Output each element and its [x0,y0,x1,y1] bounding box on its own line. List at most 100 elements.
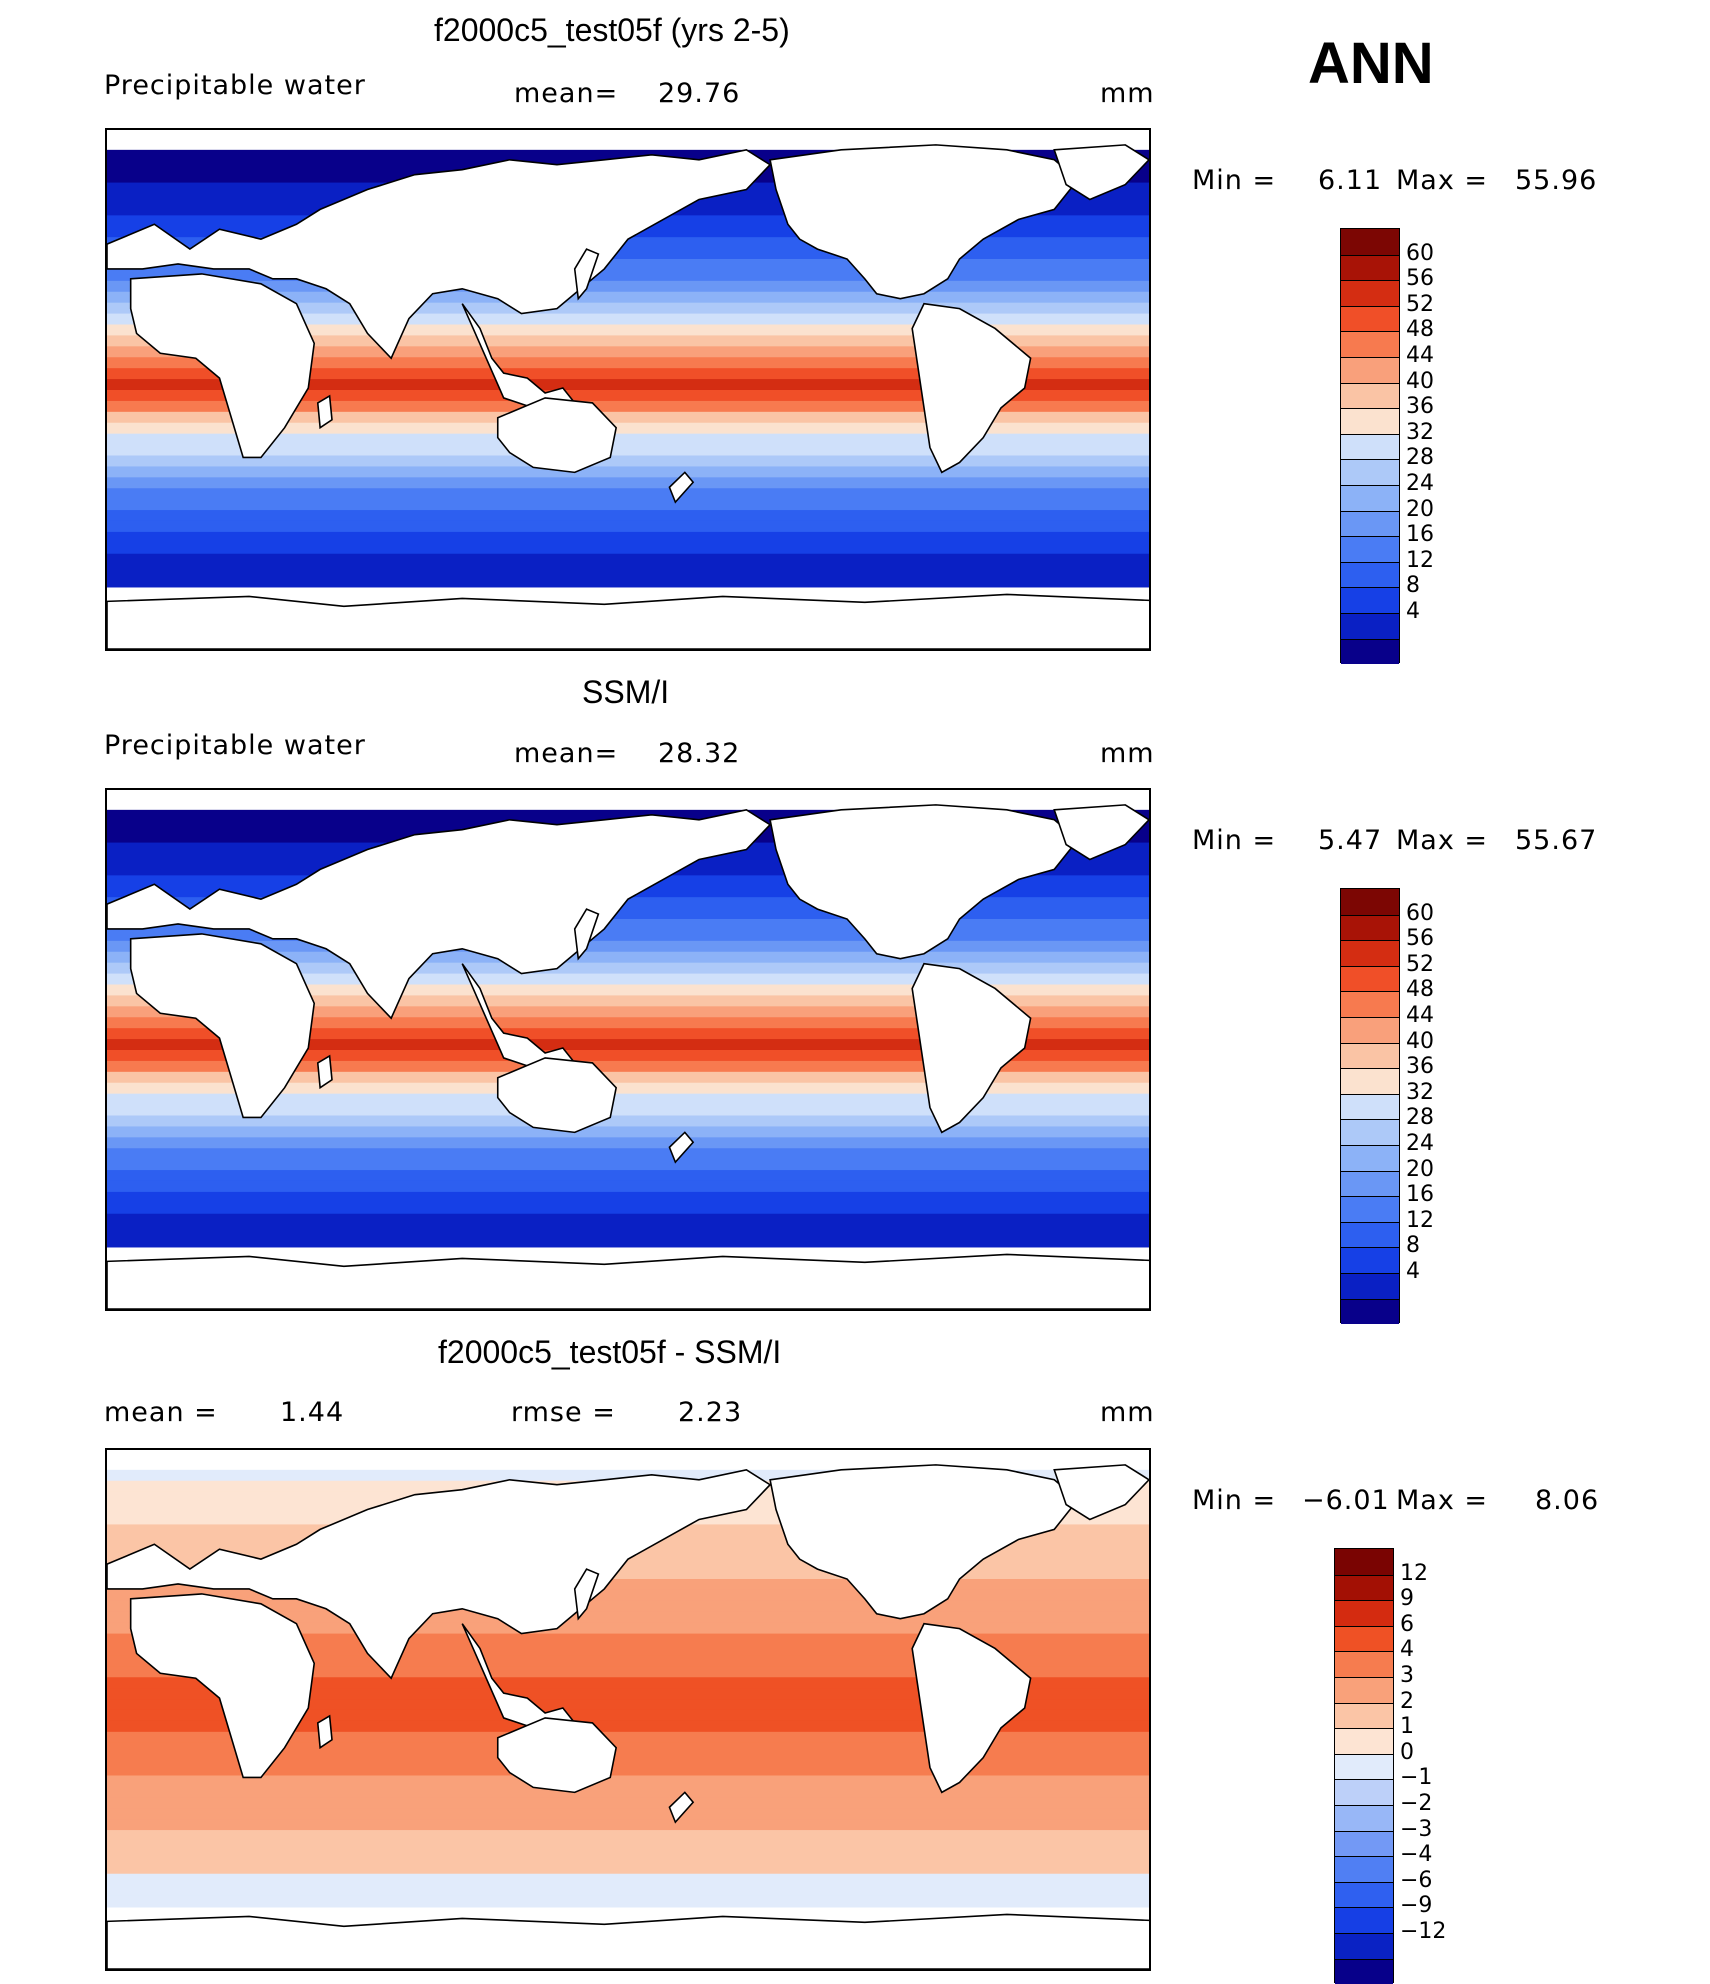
variable-label: Precipitable water [104,730,366,761]
continents [107,1465,1149,1969]
colorbar-cell [1341,485,1399,511]
field-band [107,951,1149,964]
field-band [107,1753,1149,1766]
colorbar-cell [1341,229,1399,255]
colorbar-cell [1341,1298,1399,1325]
field-band [107,324,1149,337]
field-band [107,897,1149,910]
coastline [1054,805,1149,860]
colorbar-tick-label: 20 [1406,496,1434,522]
colorbar-tick-label: 8 [1406,1233,1420,1259]
field-band [107,1093,1149,1106]
colorbar-box [1340,888,1400,1325]
field-band [107,995,1149,1008]
colorbar-tick-label: 52 [1406,951,1434,977]
field-band [107,553,1149,566]
colorbar-tick-label: −9 [1400,1893,1433,1919]
map-panel-model [105,128,1151,651]
field-band [107,1017,1149,1030]
coastline [107,594,1149,649]
colorbar-tick-label: 52 [1406,291,1434,317]
colorbar-cell [1341,459,1399,485]
field-band [107,962,1149,975]
field-band [107,1797,1149,1810]
colorbar-box [1340,228,1400,665]
field-band [107,1557,1149,1570]
colorbar-cell [1341,382,1399,409]
continents [107,145,1149,649]
coastline [107,1470,770,1678]
colorbar-tick-label: 0 [1400,1739,1414,1765]
field-band [107,1764,1149,1777]
colorbar-tick-label: 20 [1406,1156,1434,1182]
max-label: Max = [1396,1485,1489,1516]
field-band [107,477,1149,490]
coastline [107,1914,1149,1969]
panel-title: SSM/I [582,674,670,710]
field-band [107,1028,1149,1041]
colorbar-tick-label: −6 [1400,1867,1433,1893]
field-band [107,809,1149,822]
coastline [770,145,1078,299]
colorbar-cell [1341,254,1399,281]
field-band [107,411,1149,424]
colorbar-cell [1335,1651,1393,1677]
panel-title: f2000c5_test05f - SSM/I [438,1334,782,1370]
coastline [131,934,315,1118]
field-band [107,269,1149,282]
coastline [498,398,616,472]
colorbar-cell [1341,1221,1399,1248]
colorbar-tick-label: −4 [1400,1842,1433,1868]
field-band [107,444,1149,457]
colorbar-tick-label: 36 [1406,394,1434,420]
field-band [107,1469,1149,1482]
coastline [1054,145,1149,200]
map-panel-difference [105,1448,1151,1971]
colorbar-tick-label: −1 [1400,1765,1433,1791]
coastline [669,472,693,502]
field-band [107,1049,1149,1062]
colorbar-cell [1341,1068,1399,1094]
colorbar-tick-label: 28 [1406,445,1434,471]
colorbar-cell [1335,1600,1393,1626]
colorbar-tick-label: −3 [1400,1816,1433,1842]
colorbar-tick-label: 12 [1406,1207,1434,1233]
colorbar-cell [1341,613,1399,639]
map-panel-observations [105,788,1151,1311]
field-band [107,400,1149,413]
min-value: 6.11 [1318,165,1383,196]
colorbar-cell [1341,433,1399,460]
mean-value: 28.32 [658,738,741,769]
min-value: 5.47 [1318,825,1383,856]
colorbar-cell [1341,1273,1399,1299]
colorbar-tick-label: 8 [1406,573,1420,599]
min-label: Min = [1192,825,1277,856]
coastline [498,1718,616,1792]
field-band [107,1213,1149,1226]
colorbar-cell [1335,1574,1393,1601]
coastline [462,1624,574,1728]
field-band [107,346,1149,359]
field-band [107,259,1149,271]
colorbar-tick-label: 24 [1406,471,1434,496]
colorbar-tick-label: 1 [1400,1714,1414,1740]
field-band [107,1159,1149,1172]
colorbar-cell [1341,1170,1399,1197]
field-band [107,1235,1149,1248]
field-band [107,455,1149,468]
colorbar-cell [1341,991,1399,1017]
field-band [107,1633,1149,1646]
field-band [107,280,1149,293]
field-band [107,929,1149,942]
variable-label: Precipitable water [104,70,366,101]
field-band [107,1895,1149,1908]
colorbar-tick-label: 9 [1400,1586,1414,1612]
field-band [107,1862,1149,1875]
max-value: 55.67 [1515,825,1598,856]
field-band [107,499,1149,512]
world-map [107,130,1149,649]
field-band [107,1819,1149,1832]
colorbar-tick-label: 60 [1406,900,1434,926]
world-map [107,790,1149,1309]
colorbar-tick-label: 24 [1406,1131,1434,1156]
